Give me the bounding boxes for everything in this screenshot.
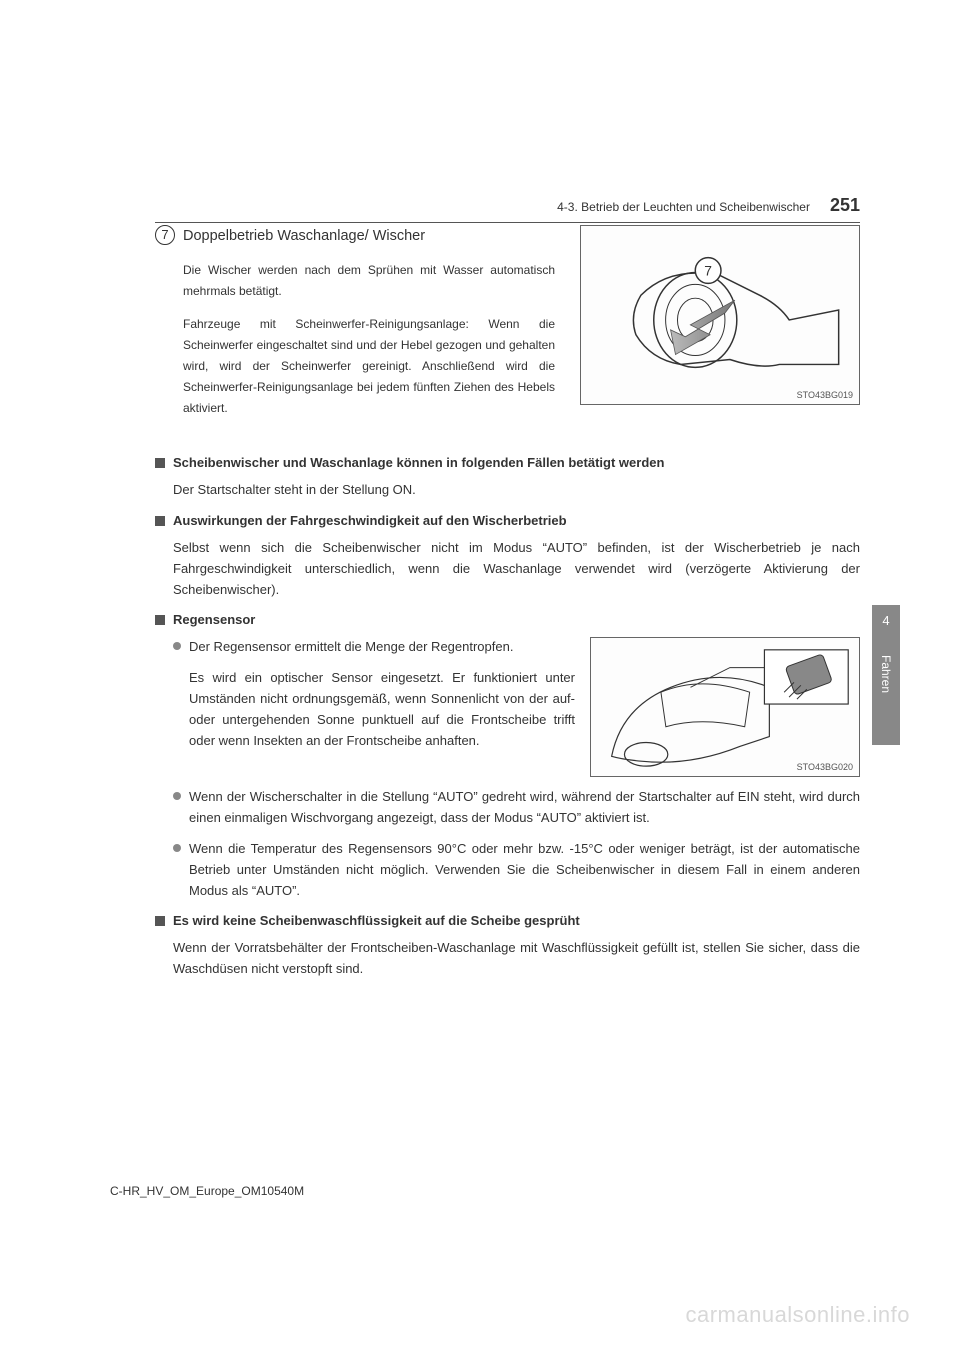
rain-sensor-bullet-2-text: Wenn der Wischerschalter in die Stellung… (189, 787, 860, 829)
section-speed-effect-title-text: Auswirkungen der Fahrgeschwindigkeit auf… (173, 513, 567, 528)
section-no-fluid: Es wird keine Scheibenwaschflüssigkeit a… (155, 913, 860, 980)
chapter-side-tab: 4 Fahren (872, 605, 900, 745)
lever-illustration-icon: 7 (581, 226, 859, 404)
rain-sensor-bullet-1: Der Regensensor ermittelt die Menge der … (173, 637, 575, 751)
svg-text:7: 7 (704, 262, 712, 278)
square-marker-icon (155, 458, 165, 468)
section-can-operate-title: Scheibenwischer und Waschanlage können i… (155, 455, 860, 470)
main-content: 7 Doppelbetrieb Waschanlage/ Wischer Die… (155, 225, 860, 980)
step-7-number-icon: 7 (155, 225, 175, 245)
rain-sensor-bullet-3: Wenn die Temperatur des Regensensors 90°… (173, 839, 860, 901)
figure-car-sensor-label: STO43BG020 (797, 762, 853, 772)
square-marker-icon (155, 516, 165, 526)
step-7-desc-1: Die Wischer werden nach dem Sprü­hen mit… (183, 260, 555, 302)
rain-sensor-bullet-1-row: Der Regensensor ermittelt die Menge der … (155, 637, 860, 777)
side-tab-number: 4 (872, 605, 900, 628)
footer-doc-id: C-HR_HV_OM_Europe_OM10540M (110, 1184, 304, 1198)
bullet-marker-icon (173, 844, 181, 852)
section-speed-effect-body: Selbst wenn sich die Scheibenwischer nic… (173, 538, 860, 600)
page-container: 4-3. Betrieb der Leuchten und Scheibenwi… (0, 0, 960, 1032)
side-tab-label: Fahren (879, 655, 893, 693)
step-7-desc-2: Fahrzeuge mit Scheinwerfer-Reini­gungsan… (183, 314, 555, 419)
section-can-operate: Scheibenwischer und Waschanlage können i… (155, 455, 860, 501)
rain-sensor-bullet-3-text: Wenn die Temperatur des Regensensors 90°… (189, 839, 860, 901)
header-section-label: 4-3. Betrieb der Leuchten und Scheibenwi… (557, 200, 810, 214)
section-speed-effect-title: Auswirkungen der Fahrgeschwindigkeit auf… (155, 513, 860, 528)
rain-sensor-bullet-1b: Es wird ein optischer Sensor eingesetzt.… (189, 668, 575, 751)
bullet-marker-icon (173, 642, 181, 650)
header-page-number: 251 (830, 195, 860, 216)
section-no-fluid-title-text: Es wird keine Scheibenwaschflüssigkeit a… (173, 913, 580, 928)
section-no-fluid-title: Es wird keine Scheibenwaschflüssigkeit a… (155, 913, 860, 928)
step-7-title: Doppelbetrieb Waschanlage/ Wischer (183, 225, 555, 248)
bullet-marker-icon (173, 792, 181, 800)
section-rain-sensor-title-text: Regensensor (173, 612, 255, 627)
step-7-text-column: 7 Doppelbetrieb Waschanlage/ Wischer Die… (155, 225, 565, 431)
rain-sensor-bullet-1a: Der Regensensor ermittelt die Menge der … (189, 637, 575, 658)
watermark-text: carmanualsonline.info (685, 1302, 910, 1328)
section-can-operate-title-text: Scheibenwischer und Waschanlage können i… (173, 455, 664, 470)
rain-sensor-bullet-1-text-col: Der Regensensor ermittelt die Menge der … (155, 637, 575, 777)
square-marker-icon (155, 615, 165, 625)
figure-lever-label: STO43BG019 (797, 390, 853, 400)
section-speed-effect: Auswirkungen der Fahrgeschwindigkeit auf… (155, 513, 860, 600)
section-rain-sensor: Regensensor Der Regensensor ermittelt di… (155, 612, 860, 901)
car-sensor-illustration-icon (591, 638, 859, 776)
square-marker-icon (155, 916, 165, 926)
step-7-row: 7 Doppelbetrieb Waschanlage/ Wischer Die… (155, 225, 860, 431)
step-7-title-row: 7 Doppelbetrieb Waschanlage/ Wischer (155, 225, 555, 248)
figure-car-sensor: STO43BG020 (590, 637, 860, 777)
section-no-fluid-body: Wenn der Vorratsbehälter der Frontscheib… (173, 938, 860, 980)
step-7-figure-column: 7 STO43BG019 (580, 225, 860, 431)
section-rain-sensor-title: Regensensor (155, 612, 860, 627)
rain-sensor-bullet-2: Wenn der Wischerschalter in die Stellung… (173, 787, 860, 829)
page-header: 4-3. Betrieb der Leuchten und Scheibenwi… (155, 195, 860, 223)
figure-lever: 7 STO43BG019 (580, 225, 860, 405)
section-can-operate-body: Der Startschalter steht in der Stellung … (173, 480, 860, 501)
